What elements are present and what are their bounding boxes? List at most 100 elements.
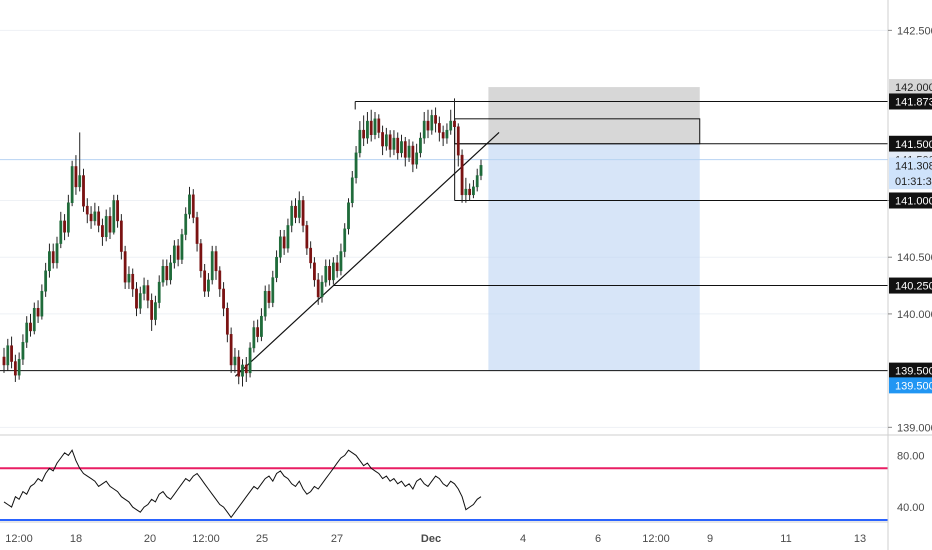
candle [161, 259, 165, 287]
drawing-overlays [0, 87, 888, 377]
candle-body [29, 322, 32, 332]
time-tick-label: 9 [707, 533, 713, 545]
candle [10, 336, 13, 369]
candle [29, 313, 32, 337]
candle [154, 295, 157, 326]
candles [2, 98, 483, 387]
price-tag-label: 139.500 [895, 380, 932, 392]
rsi-line [3, 449, 482, 519]
candle [150, 293, 154, 331]
candle [17, 352, 21, 380]
price-tag: 01:31:35 [889, 173, 932, 190]
time-tick-label: 4 [520, 533, 526, 545]
candle [74, 155, 78, 195]
price-tag-bg [889, 362, 932, 379]
candle-body [460, 154, 464, 196]
candle [127, 266, 131, 289]
price-tag-label: 140.250 [895, 281, 932, 293]
candle [354, 146, 358, 184]
candle-body [222, 288, 225, 309]
candle-body [366, 120, 369, 139]
candle-body [422, 120, 426, 139]
candle-body [252, 327, 256, 349]
candle [225, 302, 229, 343]
candle-body [25, 322, 29, 343]
candle [195, 211, 199, 252]
time-tick-label: 11 [780, 533, 791, 545]
candle-body [154, 302, 157, 320]
price-tag-label: 141.308 [895, 161, 932, 173]
candle [407, 139, 411, 162]
candle [396, 132, 400, 160]
candle [260, 308, 263, 342]
candle-body [324, 266, 328, 283]
candle-body [396, 137, 400, 154]
candle [101, 218, 104, 246]
candle-body [453, 120, 456, 128]
candle-body [13, 361, 17, 376]
candle-body [188, 194, 191, 215]
time-tick-label: 12:00 [642, 533, 670, 545]
price-tag: 141.000 [889, 192, 932, 209]
candle-body [70, 166, 74, 204]
candle-body [456, 126, 460, 156]
candle [331, 257, 335, 285]
candle-body [313, 262, 316, 281]
candle [343, 223, 347, 258]
candle-body [475, 175, 479, 188]
candle [93, 202, 97, 226]
candle-body [184, 213, 188, 235]
candle-body [108, 216, 112, 233]
candle [294, 198, 297, 224]
candle [55, 236, 59, 269]
candle [403, 136, 407, 167]
candle-body [82, 175, 85, 207]
candle-body [214, 251, 218, 272]
candle [426, 109, 430, 139]
candle-body [207, 279, 210, 292]
time-tick-label: 12:00 [192, 533, 220, 545]
price-tag: 141.873 [889, 93, 932, 110]
candle-body [256, 327, 260, 337]
price-tag: 140.250 [889, 277, 932, 294]
candle [313, 257, 316, 287]
candle-body [119, 220, 123, 252]
candle-body [135, 288, 138, 309]
candle-body [93, 211, 97, 222]
candle [244, 357, 248, 382]
candle-body [309, 247, 313, 264]
candle-body [335, 262, 339, 272]
candle [85, 198, 89, 224]
candle [97, 206, 101, 233]
candle [377, 114, 381, 139]
time-tick-label: Dec [421, 533, 441, 545]
candle [309, 241, 313, 269]
candle [263, 285, 267, 321]
candle [449, 109, 453, 135]
candle-body [339, 251, 343, 272]
candle-body [101, 225, 104, 238]
candle [135, 282, 138, 317]
candle-body [316, 279, 320, 298]
candle [119, 214, 123, 260]
candle [419, 132, 422, 158]
time-tick-label: 6 [595, 533, 601, 545]
candle [218, 266, 222, 297]
candle-body [191, 194, 195, 218]
candle-body [437, 123, 441, 133]
candle [203, 264, 207, 297]
candle [70, 160, 74, 207]
candle [237, 350, 241, 385]
candle [66, 194, 70, 237]
candle [453, 98, 456, 133]
candle-body [411, 145, 415, 165]
candle-body [244, 364, 248, 374]
candle-body [203, 270, 207, 292]
price-tag-bg [889, 79, 932, 96]
candle [384, 127, 388, 151]
candle [112, 194, 116, 235]
candle [108, 207, 112, 240]
price-tag: 141.308 [889, 157, 932, 174]
